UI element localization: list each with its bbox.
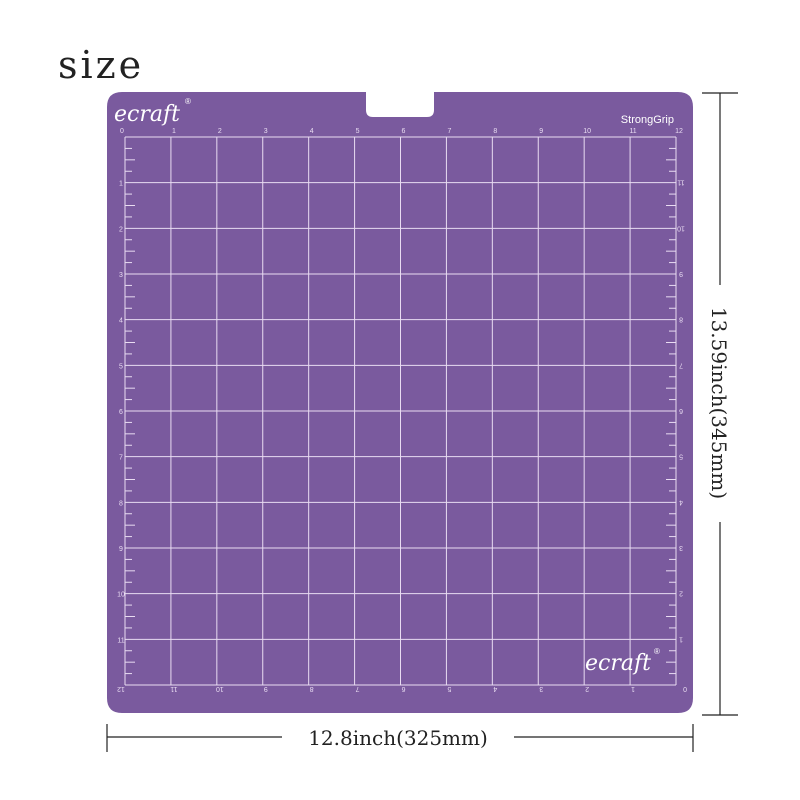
ruler-label-left: 6 [119,409,123,416]
ruler-label-left: 7 [119,455,123,462]
height-label: 13.59inch(345mm) [707,307,731,499]
strong-grip-label: StrongGrip [621,114,674,126]
ruler-label-bottom: 12 [117,685,125,692]
ruler-label-right: 1 [679,635,683,642]
ruler-label-left: 11 [117,637,124,644]
ruler-label-top: 11 [629,128,636,135]
ruler-label-right: 7 [679,361,683,368]
brand-logo-text: ecraft [114,102,180,127]
registered-mark: ® [654,647,660,656]
ruler-label-bottom: 0 [683,685,687,692]
ruler-label-right: 9 [679,270,683,277]
ruler-label-bottom: 2 [585,685,589,692]
ruler-label-left: 8 [119,500,123,507]
ruler-label-left: 9 [119,546,123,553]
ruler-label-right: 8 [679,316,683,323]
ruler-label-right: 4 [679,498,683,505]
brand-logo-bottom: ecraft ® [585,647,660,676]
ruler-label-right: 2 [679,590,683,597]
ruler-label-bottom: 9 [264,685,268,692]
ruler-label-bottom: 4 [493,685,497,692]
ruler-label-top: 6 [402,128,406,135]
ruler-label-top: 1 [172,128,176,135]
ruler-label-right: 10 [677,224,685,231]
ruler-label-top: 12 [675,128,683,135]
ruler-label-top: 10 [583,128,591,135]
ruler-label-right: 5 [679,453,683,460]
ruler-label-right: 3 [679,544,683,551]
width-label: 12.8inch(325mm) [308,726,488,750]
ruler-label-right: 11 [677,179,684,186]
width-dimension [106,724,694,752]
ruler-label-bottom: 3 [539,685,543,692]
ruler-label-top: 4 [310,128,314,135]
ruler-label-bottom: 10 [216,685,224,692]
ruler-label-bottom: 5 [447,685,451,692]
mat-grid [124,136,677,686]
size-heading: size [58,43,144,87]
ruler-label-top: 5 [356,128,360,135]
mat-ruler-ticks [125,147,676,675]
registered-mark: ® [185,97,191,106]
ruler-label-top: 9 [539,128,543,135]
ruler-label-bottom: 11 [170,685,177,692]
ruler-label-right: 6 [679,407,683,414]
ruler-label-left: 5 [119,363,123,370]
ruler-label-bottom: 8 [310,685,314,692]
ruler-label-bottom: 6 [401,685,405,692]
brand-logo-top: ecraft ® [114,97,191,127]
height-dimension [702,92,738,716]
ruler-label-top: 7 [447,128,451,135]
ruler-label-top: 2 [218,128,222,135]
ruler-label-left: 1 [119,181,123,188]
ruler-label-top: 0 [120,128,124,135]
ruler-label-left: 10 [117,592,125,599]
ruler-label-left: 4 [119,318,123,325]
ruler-label-top: 8 [493,128,497,135]
ruler-label-left: 2 [119,226,123,233]
ruler-label-top: 3 [264,128,268,135]
ruler-label-bottom: 1 [631,685,635,692]
ruler-label-left: 3 [119,272,123,279]
brand-logo-text: ecraft [585,651,651,676]
ruler-label-bottom: 7 [356,685,360,692]
